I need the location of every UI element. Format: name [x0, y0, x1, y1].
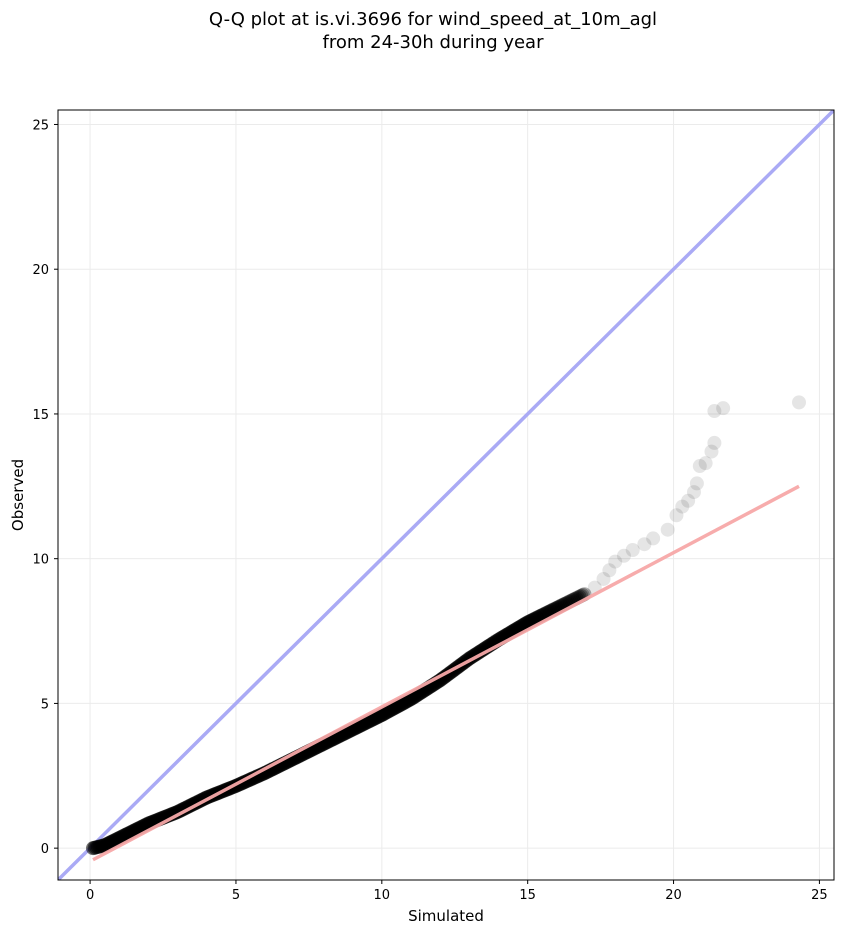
- qq-tail-point: [681, 493, 696, 508]
- x-axis-ticks: 0 5 10 15 20 25: [86, 880, 828, 903]
- x-tick-label: 20: [665, 888, 682, 903]
- qq-tail-point: [686, 485, 701, 500]
- y-axis-ticks: 0 5 10 15 20 25: [32, 118, 58, 857]
- x-tick-label: 25: [811, 888, 828, 903]
- chart-title-line-1: Q-Q plot at is.vi.3696 for wind_speed_at…: [209, 9, 657, 30]
- one-to-one-reference-line: [58, 110, 834, 880]
- x-tick-label: 0: [86, 888, 94, 903]
- y-tick-label: 10: [32, 553, 49, 568]
- quantile-points: [86, 395, 806, 856]
- x-tick-label: 15: [519, 888, 536, 903]
- qq-tail-point: [716, 401, 731, 416]
- qq-tail-point: [704, 444, 719, 459]
- qq-tail-point: [660, 522, 675, 537]
- y-tick-label: 0: [41, 842, 49, 857]
- qq-tail-point: [616, 548, 631, 563]
- x-tick-label: 5: [232, 888, 240, 903]
- x-axis-label: Simulated: [408, 907, 484, 925]
- qq-tail-point: [637, 537, 652, 552]
- qq-tail-point: [791, 395, 806, 410]
- qq-tail-point: [669, 508, 684, 523]
- grid-lines: [58, 110, 834, 880]
- plot-area: [58, 110, 834, 880]
- y-tick-label: 15: [32, 408, 49, 423]
- qq-tail-point: [646, 531, 661, 546]
- qq-tail-point: [689, 476, 704, 491]
- qq-tail-point: [698, 456, 713, 471]
- qq-tail-point: [625, 543, 640, 557]
- qq-tail-point: [608, 554, 623, 569]
- y-tick-label: 5: [41, 697, 49, 712]
- y-tick-label: 20: [32, 263, 49, 278]
- qq-tail-point: [707, 435, 722, 450]
- chart-title-line-2: from 24-30h during year: [323, 32, 545, 53]
- qq-tail-point: [602, 563, 617, 578]
- x-tick-label: 10: [374, 888, 391, 903]
- qq-tail-point: [707, 404, 722, 419]
- y-axis-label: Observed: [9, 459, 27, 531]
- qq-tail-point: [596, 571, 611, 586]
- qq-tail-point: [692, 459, 707, 474]
- plot-frame: [57, 109, 835, 881]
- fit-line: [92, 484, 800, 862]
- y-tick-label: 25: [32, 118, 49, 133]
- qq-tail-point: [675, 499, 690, 514]
